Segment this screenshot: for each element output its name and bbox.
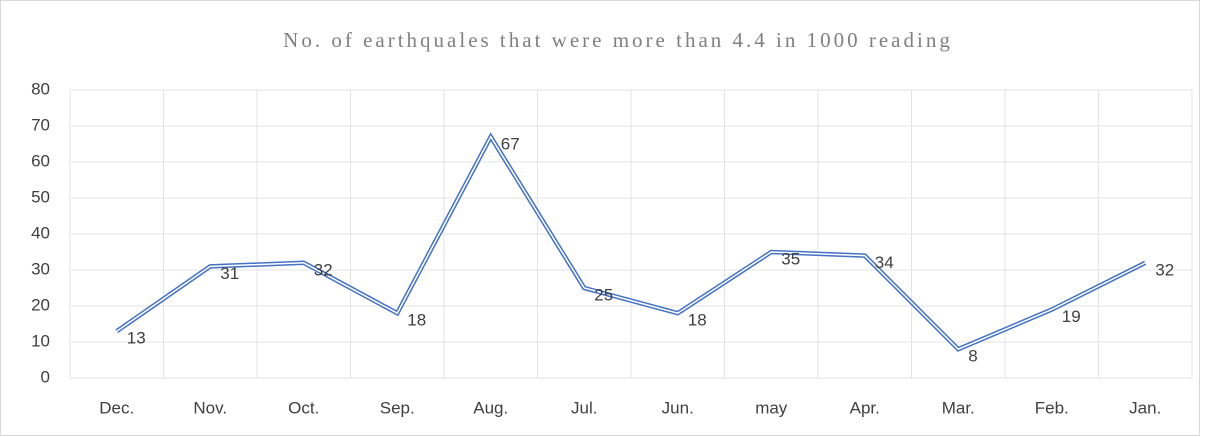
data-label: 67 xyxy=(501,134,520,153)
x-tick-label: Jan. xyxy=(1129,398,1161,417)
x-tick-label: Aug. xyxy=(473,398,508,417)
data-label: 19 xyxy=(1062,307,1081,326)
data-label: 25 xyxy=(594,285,613,304)
data-label: 32 xyxy=(314,260,333,279)
y-tick-label: 0 xyxy=(41,367,50,386)
data-label: 32 xyxy=(1155,260,1174,279)
y-tick-label: 70 xyxy=(31,115,50,134)
x-tick-label: Nov. xyxy=(193,398,227,417)
y-tick-label: 80 xyxy=(31,79,50,98)
data-label: 8 xyxy=(968,347,977,366)
data-label: 13 xyxy=(127,329,146,348)
y-tick-label: 40 xyxy=(31,223,50,242)
x-tick-label: Dec. xyxy=(99,398,134,417)
x-tick-label: Apr. xyxy=(850,398,880,417)
data-label: 34 xyxy=(875,253,894,272)
x-tick-label: Feb. xyxy=(1035,398,1069,417)
line-highlight xyxy=(116,135,1146,351)
data-label: 18 xyxy=(407,311,426,330)
chart-title: No. of earthquales that were more than 4… xyxy=(283,28,953,52)
data-label: 31 xyxy=(220,264,239,283)
x-tick-label: may xyxy=(755,398,788,417)
data-label: 18 xyxy=(688,311,707,330)
x-tick-label: Sep. xyxy=(380,398,415,417)
y-tick-label: 20 xyxy=(31,295,50,314)
y-tick-label: 30 xyxy=(31,259,50,278)
x-tick-label: Jun. xyxy=(662,398,694,417)
x-tick-label: Oct. xyxy=(288,398,319,417)
x-tick-label: Jul. xyxy=(571,398,597,417)
y-tick-label: 10 xyxy=(31,331,50,350)
data-label: 35 xyxy=(781,249,800,268)
y-tick-label: 50 xyxy=(31,187,50,206)
y-tick-label: 60 xyxy=(31,151,50,170)
x-tick-label: Mar. xyxy=(942,398,975,417)
